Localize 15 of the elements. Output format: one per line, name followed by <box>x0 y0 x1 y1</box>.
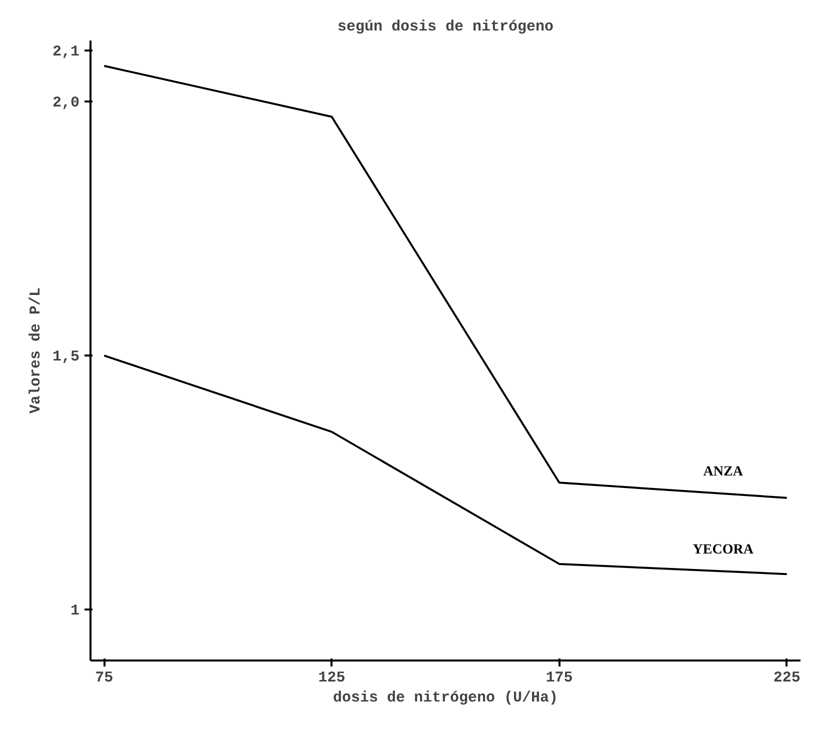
y-axis-title: Valores de P/L <box>27 287 44 414</box>
y-tick-label: 2,1 <box>52 44 80 61</box>
x-tick-label: 75 <box>95 670 114 686</box>
line-series <box>103 354 788 576</box>
series-label: ANZA <box>703 464 744 480</box>
x-tick-label: 225 <box>773 670 800 686</box>
x-tick-label: 175 <box>546 670 573 686</box>
x-tick-label: 125 <box>318 670 346 686</box>
line-series <box>103 64 788 499</box>
y-tick-label: 1 <box>70 602 80 620</box>
x-axis-title: dosis de nitrógeno (U/Ha) <box>332 690 558 706</box>
y-tick-label: 1,5 <box>52 348 80 366</box>
y-tick-label: 2,0 <box>52 94 80 112</box>
series-label: YECORA <box>692 542 754 558</box>
chart-title: según dosis de nitrógeno <box>337 18 554 36</box>
